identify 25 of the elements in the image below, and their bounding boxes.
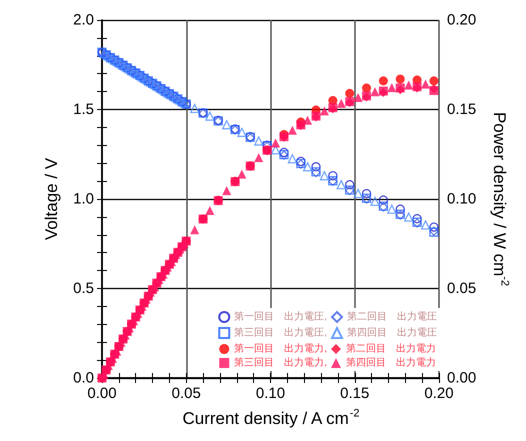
x-tick-label: 0.20 — [424, 385, 454, 402]
y2-tick-label: 0.15 — [447, 101, 476, 118]
legend-label: 第二回目 出力電力 — [346, 342, 436, 354]
y-tick-label: 2.0 — [73, 12, 94, 28]
y2-tick-label: 0.00 — [447, 370, 476, 386]
x-tick-label: 0.10 — [256, 385, 286, 402]
legend-label: 第二回目 出力電圧 — [347, 310, 437, 322]
x-tick-label: 0.05 — [172, 385, 201, 402]
y-tick-label: 0.5 — [73, 280, 94, 297]
y-axis-title: Voltage / V — [42, 157, 61, 240]
y2-tick-label: 0.20 — [447, 12, 476, 28]
legend-label: 第一回目 出力電力, — [234, 342, 328, 354]
y-tick-label: 1.0 — [73, 190, 94, 208]
y2-tick-label: 0.05 — [447, 280, 476, 297]
y-tick-label: 1.5 — [73, 101, 94, 118]
legend-label: 第一回目 出力電圧, — [234, 310, 328, 322]
legend-label: 第四回目 出力電力 — [346, 356, 436, 368]
legend-label: 第三回目 出力電力, — [234, 356, 328, 368]
x-tick-label: 0.15 — [340, 385, 370, 402]
y2-tick-label: 0.10 — [447, 190, 476, 208]
legend-label: 第三回目 出力電圧, — [234, 326, 328, 338]
legend-label: 第四回目 出力電圧 — [347, 326, 437, 338]
y2-axis-title: Power density / W cm-2 — [490, 112, 510, 286]
x-tick-label: 0.00 — [87, 385, 117, 402]
y-tick-label: 0.0 — [73, 370, 94, 386]
